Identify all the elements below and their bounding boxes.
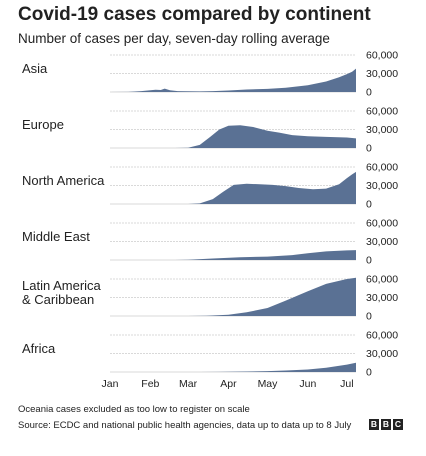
y-tick-label-4-2: 30,000: [366, 236, 398, 248]
y-tick-label-3-1: 0: [366, 199, 372, 211]
chart-subtitle: Number of cases per day, seven-day rolli…: [18, 31, 330, 46]
area-3: [110, 171, 356, 204]
y-tick-label-1-2: 30,000: [366, 68, 398, 80]
panel-label-1: Asia: [22, 61, 48, 76]
panel-label-5-line-1: Latin America: [22, 278, 102, 293]
x-tick-label-1: Jan: [102, 378, 119, 390]
area-4: [110, 250, 356, 260]
y-tick-label-6-3: 60,000: [366, 330, 398, 342]
footnote: Oceania cases excluded as too low to reg…: [18, 404, 250, 415]
y-tick-label-6-1: 0: [366, 367, 372, 379]
panel-label-4: Middle East: [22, 229, 90, 244]
chart-title: Covid-19 cases compared by continent: [18, 4, 371, 25]
bbc-logo-letter-3: C: [393, 419, 403, 430]
y-tick-label-6-2: 30,000: [366, 348, 398, 360]
y-tick-label-2-3: 60,000: [366, 106, 398, 118]
y-tick-label-5-2: 30,000: [366, 292, 398, 304]
x-tick-label-3: Mar: [179, 378, 198, 390]
bbc-logo: B B C: [369, 419, 403, 430]
y-tick-label-4-3: 60,000: [366, 218, 398, 230]
panel-label-2: Europe: [22, 117, 64, 132]
x-tick-label-7: Jul: [340, 378, 353, 390]
area-5: [110, 277, 356, 316]
panel-label-5-line-2: & Caribbean: [22, 292, 94, 307]
y-tick-label-5-3: 60,000: [366, 274, 398, 286]
x-tick-label-5: May: [258, 378, 279, 390]
area-6: [110, 362, 356, 372]
x-tick-label-2: Feb: [141, 378, 159, 390]
y-tick-label-3-3: 60,000: [366, 162, 398, 174]
y-tick-label-2-1: 0: [366, 143, 372, 155]
y-tick-label-2-2: 30,000: [366, 124, 398, 136]
area-2: [110, 125, 356, 148]
small-multiples-area-chart: 0 30,000 60,000 Asia 0 30,000 60,000 Europe 0 30,…: [22, 50, 398, 391]
x-tick-label-4: Apr: [220, 378, 237, 390]
y-tick-label-3-2: 30,000: [366, 180, 398, 192]
panel-label-3: North America: [22, 173, 105, 188]
y-tick-label-5-1: 0: [366, 311, 372, 323]
source-note: Source: ECDC and national public health …: [18, 420, 352, 431]
bbc-logo-letter-2: B: [381, 419, 391, 430]
panel-label-6: Africa: [22, 341, 56, 356]
bbc-logo-letter-1: B: [369, 419, 379, 430]
area-1: [110, 68, 356, 92]
x-tick-label-6: Jun: [299, 378, 316, 390]
y-tick-label-1-1: 0: [366, 87, 372, 99]
y-tick-label-4-1: 0: [366, 255, 372, 267]
y-tick-label-1-3: 60,000: [366, 50, 398, 62]
